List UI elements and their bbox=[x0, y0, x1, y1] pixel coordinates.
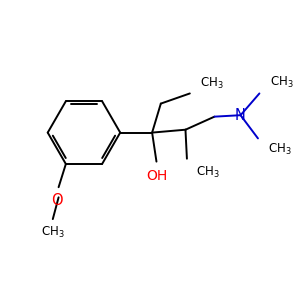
Text: CH$_3$: CH$_3$ bbox=[196, 165, 219, 180]
Text: CH$_3$: CH$_3$ bbox=[268, 142, 292, 157]
Text: CH$_3$: CH$_3$ bbox=[41, 225, 64, 240]
Text: O: O bbox=[51, 193, 63, 208]
Text: CH$_3$: CH$_3$ bbox=[270, 75, 293, 90]
Text: OH: OH bbox=[146, 169, 168, 183]
Text: N: N bbox=[235, 108, 246, 123]
Text: CH$_3$: CH$_3$ bbox=[200, 76, 224, 91]
